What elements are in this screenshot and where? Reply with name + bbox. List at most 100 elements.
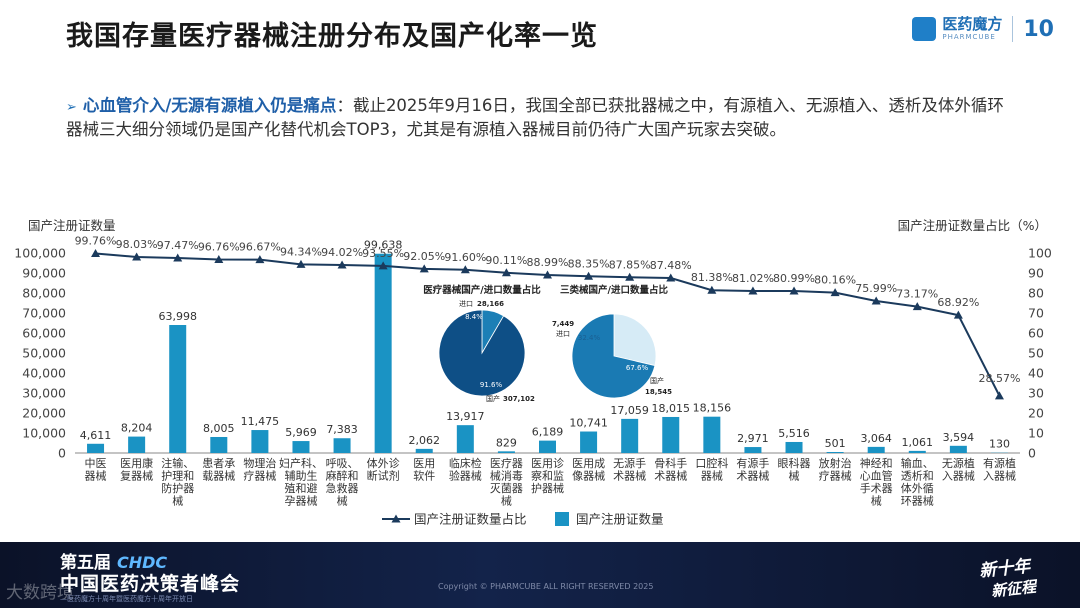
category-label: 验器械 — [449, 469, 482, 483]
category-label: 神经和 — [860, 456, 893, 470]
conference-edition-text: 第五届 — [60, 553, 111, 573]
y-tick-right: 100 — [1028, 246, 1052, 261]
pie-value-domestic: 18,545 — [645, 388, 672, 396]
category-label: 透析和 — [901, 469, 934, 483]
ratio-marker — [584, 271, 594, 280]
bar — [867, 446, 885, 453]
y-tick-left: 20,000 — [22, 406, 66, 421]
bar-label: 99,638 — [364, 239, 403, 252]
bar — [292, 441, 310, 453]
triangle-bullet-icon: ➢ — [66, 100, 77, 115]
category-label: 口腔科 — [695, 456, 728, 470]
page-title: 我国存量医疗器械注册分布及国产化率一览 — [66, 21, 598, 52]
bar — [251, 430, 269, 453]
y-axis-left-title: 国产注册证数量 — [28, 218, 116, 233]
category-label: 输血、 — [901, 456, 934, 470]
cube-logo-icon — [912, 17, 937, 41]
ratio-marker — [296, 259, 306, 268]
category-label: 临床检 — [449, 456, 482, 470]
ratio-marker — [994, 391, 1004, 400]
category-label: 软件 — [413, 469, 435, 483]
ratio-label: 28.57% — [978, 372, 1020, 385]
pie-pct-domestic: 91.6% — [480, 381, 503, 389]
category-label: 断试剂 — [367, 469, 400, 483]
category-label: 械 — [501, 494, 512, 508]
legend-bar-swatch — [555, 512, 569, 526]
key-point: ➢ 心血管介入/无源有源植入仍是痛点：截止2025年9月16日，我国全部已获批器械… — [66, 95, 1016, 141]
category-label: 麻醉和 — [326, 469, 359, 483]
category-label: 急救器 — [326, 481, 359, 495]
bar — [662, 416, 680, 453]
category-label: 无源手 — [613, 456, 646, 470]
conference-chdc: CHDC — [117, 553, 168, 572]
category-label: 器械 — [85, 469, 107, 483]
pie-slice — [438, 309, 526, 397]
category-label: 医用 — [413, 457, 435, 470]
ratio-marker — [830, 288, 840, 297]
ratio-marker — [214, 254, 224, 263]
category-label: 有源手 — [736, 456, 769, 470]
ratio-label: 81.02% — [732, 272, 774, 285]
bar — [87, 443, 105, 453]
bar-label: 5,516 — [778, 427, 810, 440]
ratio-label: 99.76% — [75, 234, 117, 247]
category-label: 殖和避 — [284, 481, 317, 495]
ratio-marker — [543, 270, 552, 279]
category-label: 眼科器 — [778, 456, 811, 470]
y-axis-right-title: 国产注册证数量占比（%） — [898, 218, 1047, 233]
bar — [374, 253, 392, 453]
logo-ten-anniversary: 10 — [1023, 16, 1054, 42]
y-tick-left: 80,000 — [22, 286, 66, 301]
pie-label-import: 进口 — [459, 300, 473, 308]
pie-value-domestic: 307,102 — [503, 395, 535, 403]
brand-logo: 医药魔方 PHARMCUBE 10 — [912, 16, 1054, 42]
category-label: 体外循 — [901, 481, 934, 495]
ratio-label: 88.99% — [527, 256, 569, 269]
ratio-marker — [871, 296, 881, 305]
y-tick-left: 30,000 — [22, 386, 66, 401]
bar-label: 17,059 — [610, 404, 649, 417]
category-label: 疗器械 — [243, 469, 276, 483]
y-tick-right: 90 — [1028, 266, 1044, 281]
category-label: 疗器械 — [819, 469, 852, 483]
legend-bar-label: 国产注册证数量 — [576, 512, 664, 527]
category-label: 医用成 — [572, 457, 605, 470]
category-label: 呼吸、 — [326, 457, 359, 470]
pie-title: 医疗器械国产/进口数量占比 — [423, 284, 541, 296]
pie-label-domestic: 国产 — [650, 376, 664, 385]
ratio-marker — [953, 310, 963, 319]
category-label: 载器械 — [202, 469, 235, 483]
ratio-marker — [91, 248, 101, 257]
category-label: 像器械 — [572, 469, 605, 483]
category-label: 孕器械 — [284, 494, 317, 508]
category-label: 械消毒 — [490, 469, 523, 483]
conference-edition: 第五届 CHDC — [60, 548, 167, 573]
logo-name: 医药魔方 — [942, 15, 1003, 33]
ratio-label: 96.67% — [239, 241, 281, 254]
category-label: 物理治 — [243, 456, 276, 470]
category-label: 灭菌器 — [490, 482, 523, 495]
ratio-label: 88.35% — [568, 257, 610, 270]
pie-label-import: 进口 — [556, 330, 570, 338]
logo-divider — [1012, 16, 1014, 42]
bar — [456, 425, 474, 453]
bar-label: 829 — [496, 436, 517, 449]
category-label: 体外诊 — [367, 456, 400, 470]
bar-label: 13,917 — [446, 410, 485, 423]
bar — [539, 440, 556, 453]
category-label: 医用诊 — [531, 456, 564, 470]
category-label: 妇产科、 — [279, 456, 323, 470]
copyright: Copyright © PHARMCUBE ALL RIGHT RESERVED… — [438, 582, 654, 591]
pie-slice — [613, 313, 657, 367]
bar — [497, 451, 515, 453]
category-label: 入器械 — [983, 469, 1016, 483]
ratio-label: 98.03% — [116, 238, 158, 251]
ratio-label: 90.11% — [485, 254, 527, 267]
ratio-label: 94.02% — [321, 246, 363, 259]
ratio-label: 87.48% — [650, 259, 692, 272]
category-label: 械 — [337, 494, 348, 508]
legend-line-marker — [391, 514, 401, 523]
pie-value-import: 7,449 — [552, 320, 574, 328]
category-label: 械 — [789, 469, 800, 483]
conference-subtitle: —医药魔方十周年暨医药魔方十周年开放日 — [60, 595, 193, 603]
